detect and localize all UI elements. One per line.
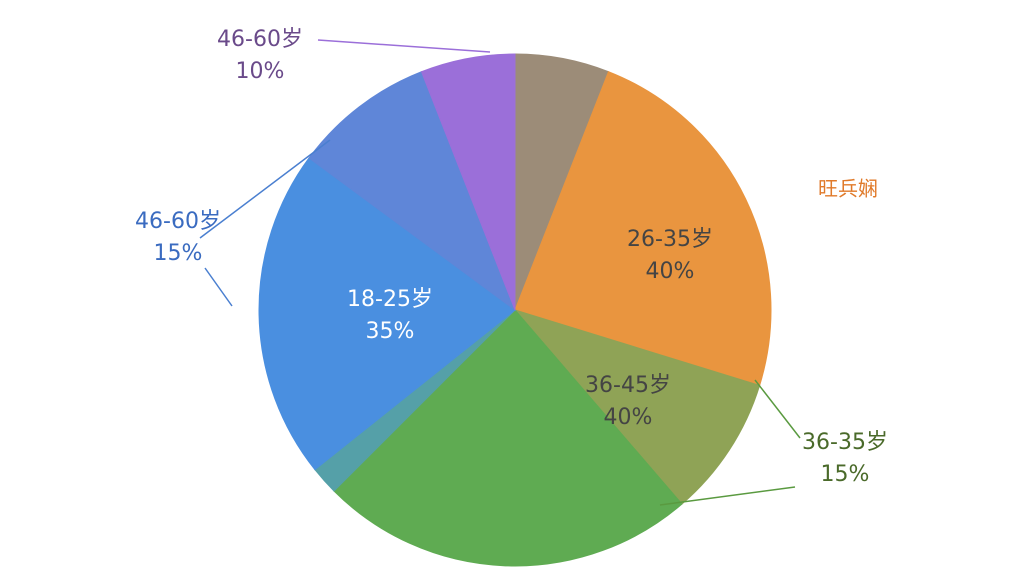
slice-label: 18-25岁	[347, 287, 433, 312]
pie-slice	[333, 309, 683, 567]
slice-label: 46-60岁	[135, 209, 221, 234]
leader-line	[659, 486, 796, 506]
slice-value-label: 40%	[646, 259, 695, 284]
leader-line	[754, 379, 801, 439]
slice-value-label: 35%	[366, 319, 415, 344]
leader-line	[317, 39, 491, 53]
slice-label: 36-45岁	[585, 373, 671, 398]
annotation: 旺兵娴	[818, 177, 878, 201]
slice-value-label: 15%	[154, 241, 203, 266]
slice-label: 36-35岁	[802, 430, 888, 455]
slice-label: 26-35岁	[627, 227, 713, 252]
slice-label: 46-60岁	[217, 27, 303, 52]
pie-slice	[513, 309, 761, 505]
leader-line	[199, 139, 331, 239]
slice-value-label: 40%	[604, 405, 653, 430]
slice-value-label: 10%	[236, 59, 285, 84]
leader-line	[204, 267, 233, 307]
pie-slice	[420, 53, 516, 311]
pie-slice	[258, 157, 516, 471]
slice-value-label: 15%	[821, 462, 870, 487]
pie-slice	[514, 71, 772, 387]
